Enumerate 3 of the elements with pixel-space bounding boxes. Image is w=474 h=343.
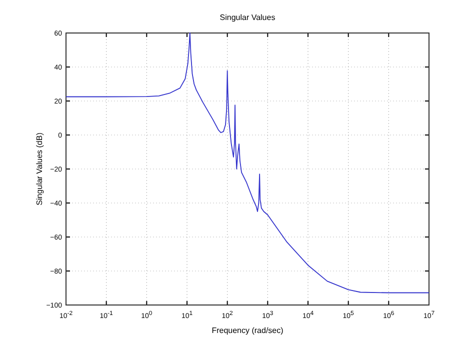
x-axis-title: Frequency (rad/sec) — [212, 326, 284, 335]
chart-title: Singular Values — [220, 13, 276, 22]
y-axis-title: Singular Values (dB) — [35, 132, 44, 206]
